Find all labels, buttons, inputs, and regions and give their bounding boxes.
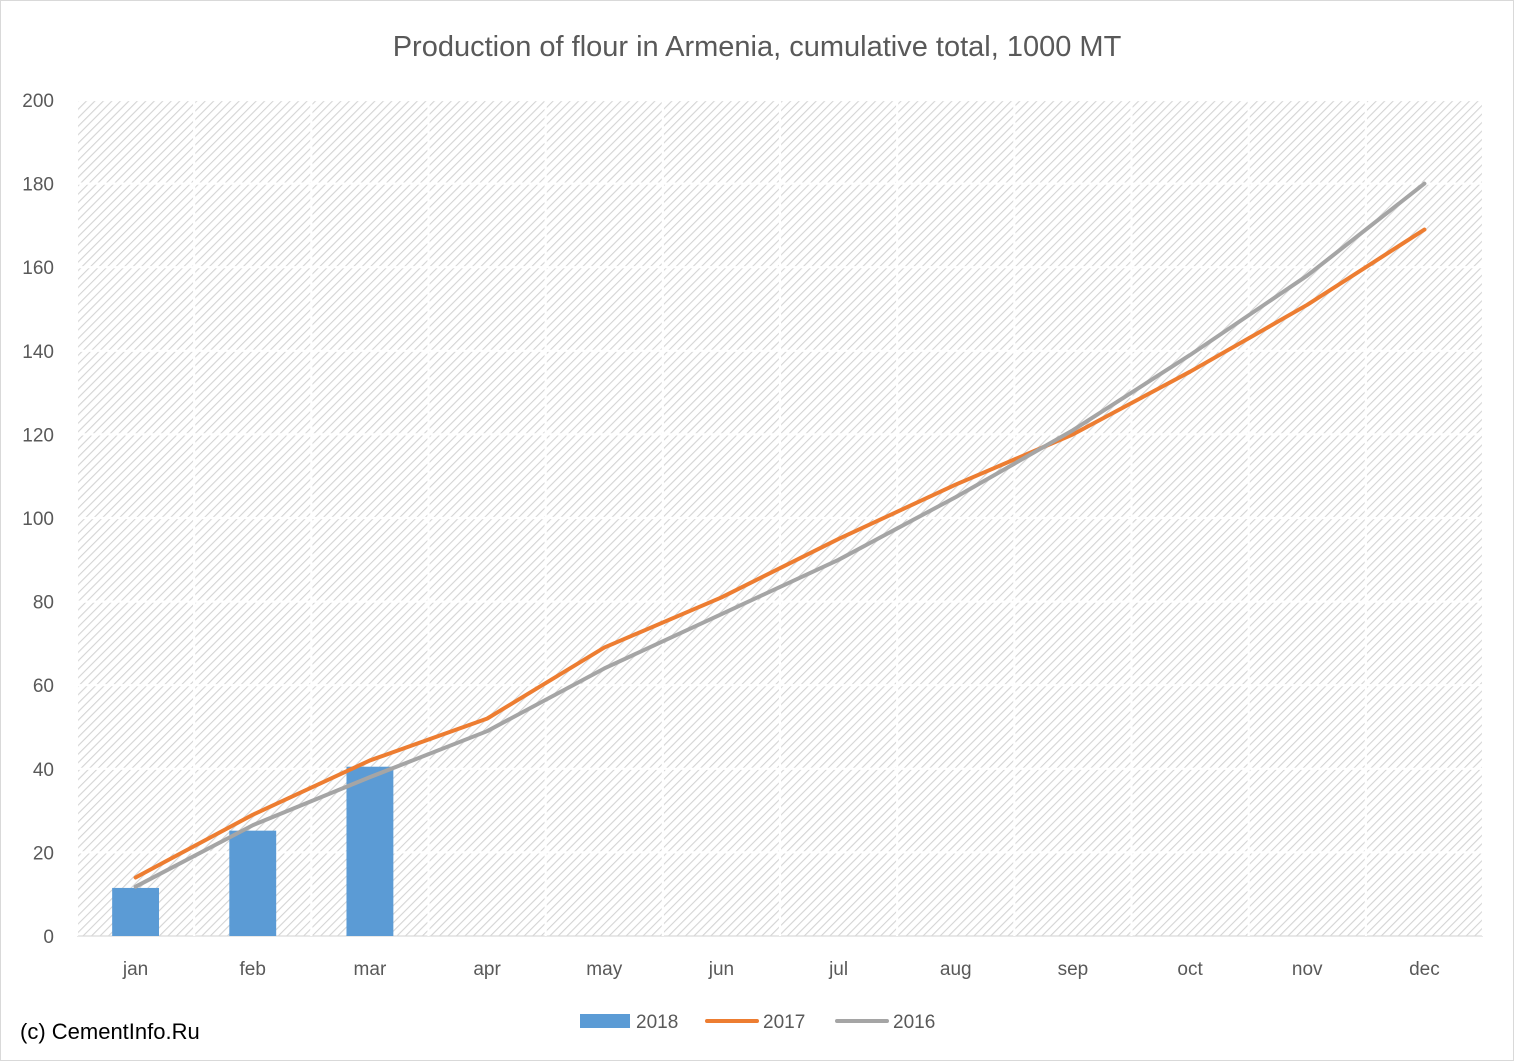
y-tick-label: 140 [22, 342, 54, 363]
x-tick-label: may [586, 959, 622, 980]
y-tick-label: 160 [22, 258, 54, 279]
y-tick-label: 60 [33, 676, 54, 697]
x-tick-label: jul [828, 959, 848, 980]
x-tick-label: feb [240, 959, 266, 980]
x-tick-label: nov [1292, 959, 1323, 980]
legend-label-2017: 2017 [763, 1012, 805, 1033]
legend-label-2016: 2016 [893, 1012, 935, 1033]
y-tick-label: 40 [33, 760, 54, 781]
bar-series-group [112, 766, 394, 936]
chart-title: Production of flour in Armenia, cumulati… [393, 31, 1122, 63]
line-series-2016 [133, 181, 1427, 889]
y-tick-label: 200 [22, 91, 54, 112]
x-tick-label: oct [1177, 959, 1203, 980]
y-tick-label: 80 [33, 593, 54, 614]
x-tick-label: mar [354, 959, 387, 980]
gridlines [75, 98, 1485, 937]
y-tick-label: 0 [43, 927, 54, 948]
y-tick-label: 120 [22, 425, 54, 446]
y-axis: 0 20 40 60 80 100 120 140 160 180 200 [22, 91, 54, 948]
legend-swatch-2018 [580, 1014, 630, 1028]
legend-label-2018: 2018 [636, 1012, 678, 1033]
bar-2018-feb [229, 830, 277, 936]
copyright-text: (c) CementInfo.Ru [20, 1019, 200, 1044]
x-tick-label: jan [122, 959, 148, 980]
bar-2018-jan [112, 887, 160, 936]
x-axis: jan feb mar apr may jun jul aug sep oct nov dec [122, 959, 1440, 980]
bar-2018-mar [346, 766, 394, 936]
y-tick-label: 180 [22, 175, 54, 196]
y-tick-label: 20 [33, 843, 54, 864]
line-series-group [133, 181, 1427, 889]
x-tick-label: dec [1409, 959, 1440, 980]
y-tick-label: 100 [22, 509, 54, 530]
x-tick-label: jun [708, 959, 734, 980]
x-tick-label: aug [940, 959, 972, 980]
legend: 2018 2017 2016 [580, 1012, 935, 1033]
x-tick-label: apr [473, 959, 501, 980]
line-series-2017 [133, 227, 1427, 880]
x-tick-label: sep [1058, 959, 1089, 980]
